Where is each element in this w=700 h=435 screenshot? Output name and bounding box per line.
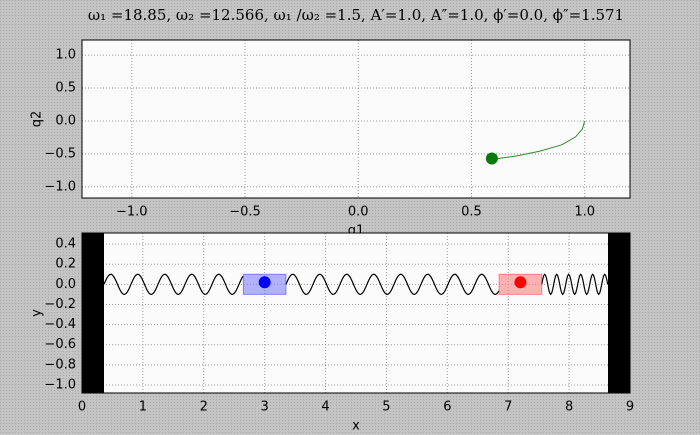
x-tick-label: −0.5 xyxy=(229,205,261,220)
spring xyxy=(103,273,244,295)
y-tick-label: −0.5 xyxy=(44,146,76,161)
x-tick-label: 3 xyxy=(261,400,269,415)
trail-line xyxy=(494,120,586,160)
x-tick-label: 5 xyxy=(382,400,390,415)
y-tick-label: 0.4 xyxy=(55,237,76,252)
y-tick-label: −1.0 xyxy=(44,377,76,392)
y-axis-label: q2 xyxy=(30,111,45,128)
plot-frame xyxy=(81,232,631,394)
x-tick-label: 1 xyxy=(139,400,147,415)
y-tick-label: 0.0 xyxy=(55,113,76,128)
x-tick-label: 0.0 xyxy=(348,205,369,220)
plot-frame xyxy=(81,39,631,199)
x-tick-label: 9 xyxy=(626,400,634,415)
y-tick-label: −0.8 xyxy=(44,357,76,372)
point xyxy=(485,152,498,165)
spring xyxy=(541,273,609,296)
y-tick-label: −1.0 xyxy=(44,179,76,194)
chart-title: ω₁ =18.85, ω₂ =12.566, ω₁ /ω₂ =1.5, A′=1… xyxy=(88,6,624,24)
x-tick-label: 2 xyxy=(200,400,208,415)
x-tick-label: 7 xyxy=(504,400,512,415)
y-tick-label: −0.6 xyxy=(44,337,76,352)
y-tick-label: −0.2 xyxy=(44,297,76,312)
plot-area xyxy=(82,233,630,393)
x-tick-label: 8 xyxy=(565,400,573,415)
right-wall xyxy=(608,233,630,393)
y-tick-label: −0.4 xyxy=(44,317,76,332)
y-tick-label: 0.2 xyxy=(55,257,76,272)
y-axis-label: y xyxy=(30,309,45,317)
x-tick-label: 1.0 xyxy=(574,205,595,220)
spring xyxy=(285,273,500,295)
x-tick-label: 4 xyxy=(321,400,329,415)
plot-area xyxy=(82,40,630,198)
y-tick-label: 0.5 xyxy=(55,81,76,96)
mass-point xyxy=(514,276,527,289)
x-axis-label: x xyxy=(352,419,360,434)
x-tick-label: 0.5 xyxy=(461,205,482,220)
x-tick-label: −1.0 xyxy=(116,205,148,220)
mass-point xyxy=(258,276,271,289)
y-tick-label: 0.0 xyxy=(55,277,76,292)
x-tick-label: 0 xyxy=(78,400,86,415)
x-tick-label: 6 xyxy=(443,400,451,415)
left-wall xyxy=(82,233,104,393)
y-tick-label: 1.0 xyxy=(55,48,76,63)
